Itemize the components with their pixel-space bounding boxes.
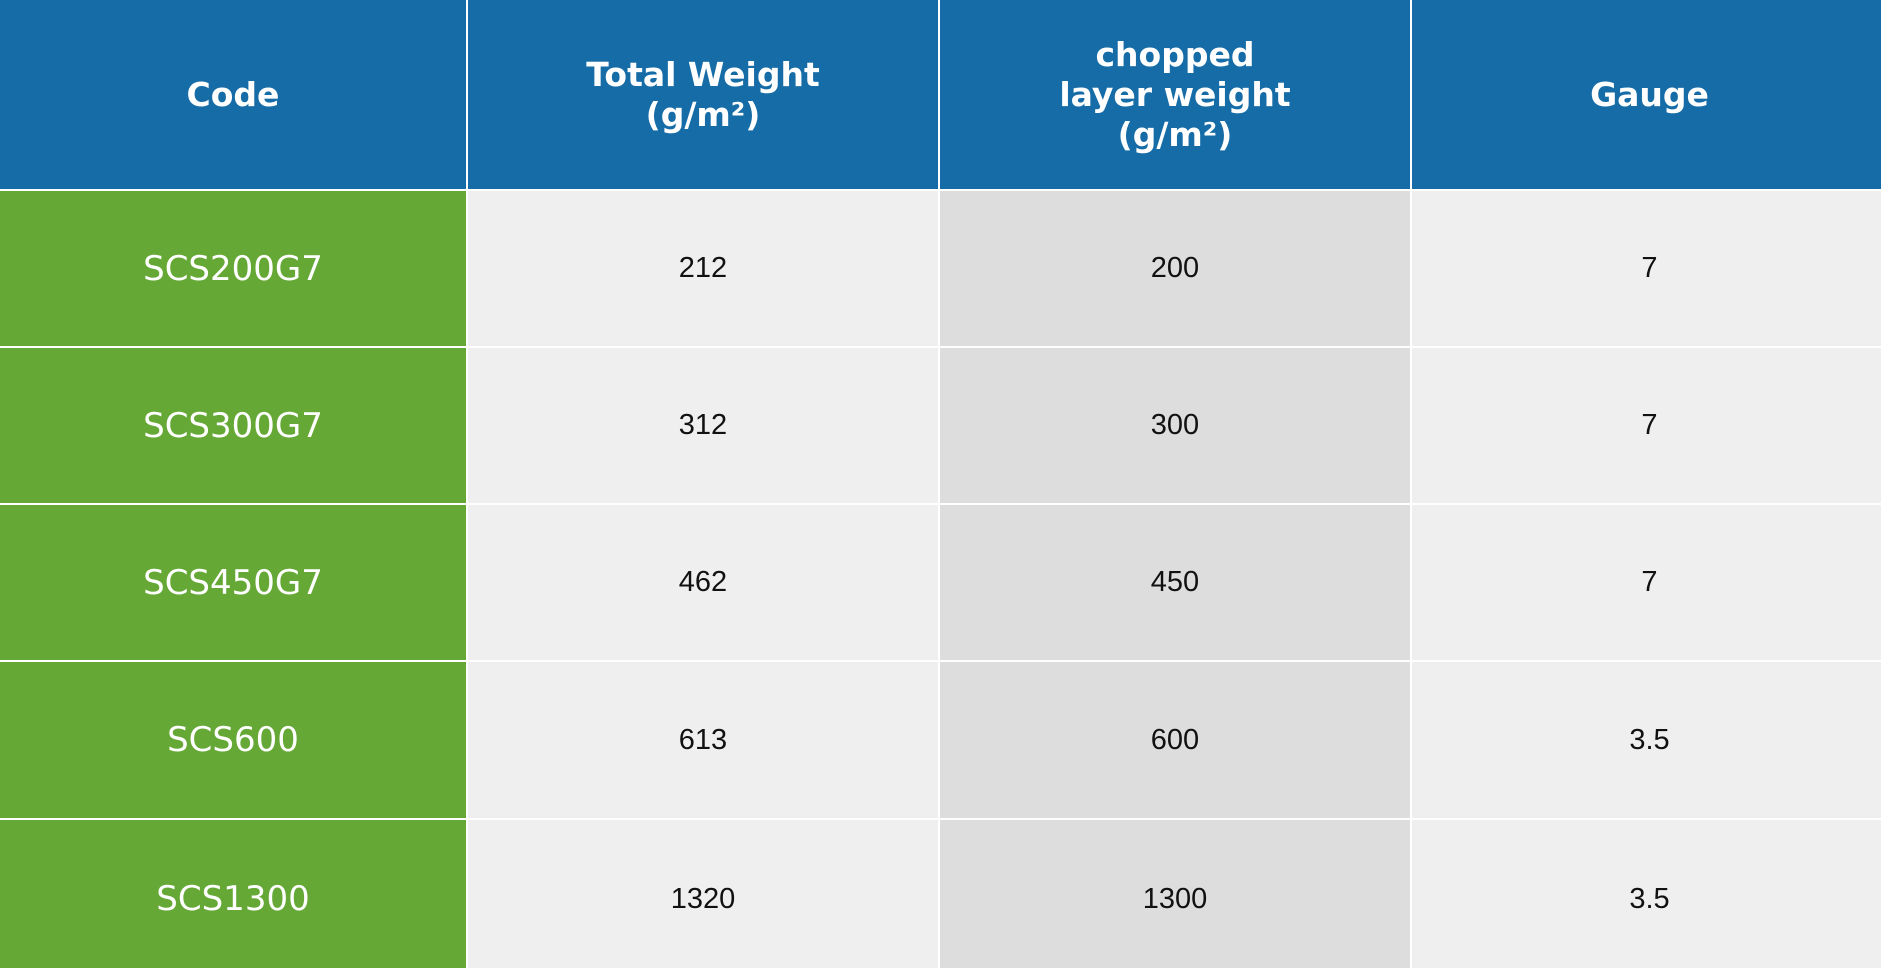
header-code: Code: [0, 0, 466, 189]
row-4-total-weight: 613: [468, 662, 938, 818]
row-3-chopped-weight: 450: [940, 505, 1410, 660]
row-5-total-weight: 1320: [468, 820, 938, 968]
row-1-chopped-weight: 200: [940, 191, 1410, 346]
row-3-total-weight: 462: [468, 505, 938, 660]
row-3-gauge: 7: [1412, 505, 1881, 660]
row-5-code: SCS1300: [0, 820, 466, 968]
row-5-gauge: 3.5: [1412, 820, 1881, 968]
row-3-code: SCS450G7: [0, 505, 466, 660]
row-4-code: SCS600: [0, 662, 466, 818]
header-code-label: Code: [186, 74, 280, 114]
header-chopped-unit: (g/m²): [1117, 114, 1233, 154]
row-2-gauge: 7: [1412, 348, 1881, 503]
header-chopped-layer-weight: chopped layer weight (g/m²): [940, 0, 1410, 189]
row-2-chopped-weight: 300: [940, 348, 1410, 503]
header-chopped-line-2: layer weight: [1059, 74, 1291, 114]
row-5-chopped-weight: 1300: [940, 820, 1410, 968]
row-1-gauge: 7: [1412, 191, 1881, 346]
row-2-code: SCS300G7: [0, 348, 466, 503]
header-gauge-label: Gauge: [1590, 74, 1709, 114]
header-total-weight-line-1: Total Weight: [586, 54, 820, 94]
row-4-gauge: 3.5: [1412, 662, 1881, 818]
header-gauge: Gauge: [1412, 0, 1881, 189]
row-1-code: SCS200G7: [0, 191, 466, 346]
header-chopped-line-1: chopped: [1095, 34, 1255, 74]
row-1-total-weight: 212: [468, 191, 938, 346]
row-2-total-weight: 312: [468, 348, 938, 503]
header-total-weight-unit: (g/m²): [645, 94, 761, 134]
row-4-chopped-weight: 600: [940, 662, 1410, 818]
header-total-weight: Total Weight (g/m²): [468, 0, 938, 189]
